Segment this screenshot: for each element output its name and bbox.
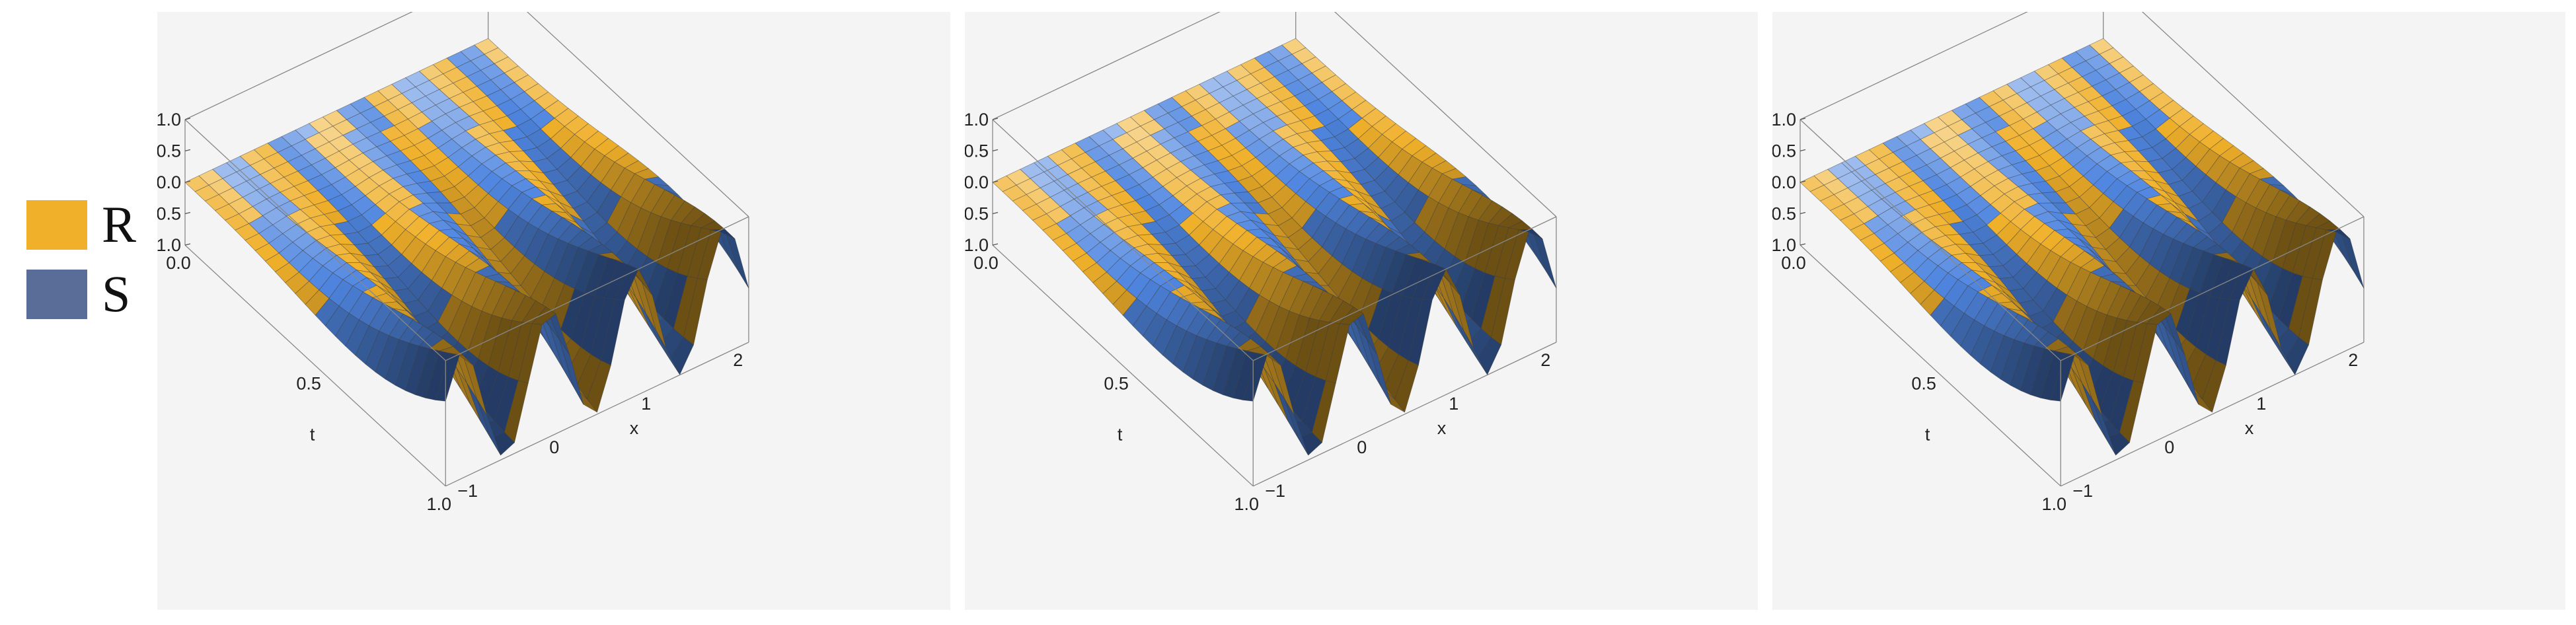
- u-tick-label: 0.5: [965, 141, 989, 161]
- x-tick-label: 0: [2164, 437, 2174, 457]
- x-axis-label: x: [1437, 418, 1447, 438]
- box-edge: [2060, 216, 2365, 361]
- u-tick-mark: [1799, 118, 1806, 120]
- u-tick-label: −0.5: [1772, 204, 1796, 224]
- box-edge: [1799, 119, 2061, 361]
- surface-plot-2: 1.00.50.0−0.5−1.00.00.51.0−1012utx: [965, 12, 1758, 610]
- x-axis-label: x: [630, 418, 639, 438]
- box-edge: [445, 216, 749, 361]
- box-edge: [526, 12, 749, 217]
- u-tick-label: −1.0: [965, 235, 989, 255]
- u-tick-mark: [184, 243, 191, 246]
- box-edge: [992, 119, 1254, 361]
- u-tick-label: −1.0: [157, 235, 181, 255]
- legend-swatch-r: [26, 200, 87, 250]
- u-tick-label: −0.5: [157, 204, 181, 224]
- u-tick-mark: [992, 149, 999, 152]
- box-edge: [1252, 342, 1557, 487]
- t-axis-label: t: [310, 425, 315, 445]
- u-tick-label: 0.0: [157, 172, 181, 192]
- t-tick-label: 1.0: [426, 494, 451, 514]
- u-tick-label: 0.0: [1772, 172, 1796, 192]
- u-tick-label: 0.5: [1772, 141, 1796, 161]
- x-tick-label: 2: [1540, 350, 1550, 370]
- t-tick-label: 0.5: [1911, 373, 1936, 393]
- x-tick-label: −1: [457, 481, 478, 501]
- u-tick-label: 0.0: [965, 172, 989, 192]
- plot-svg-1: 1.00.50.0−0.5−1.00.00.51.0−1012utx: [157, 12, 749, 514]
- legend-item-r: R: [26, 192, 136, 258]
- surface-patch-s: [1532, 229, 1557, 289]
- legend-label-r: R: [102, 196, 137, 253]
- box-edge: [1799, 244, 2061, 487]
- surface-patch-s: [1242, 353, 1268, 402]
- x-axis-label: x: [2245, 418, 2254, 438]
- x-tick-label: 0: [549, 437, 559, 457]
- x-tick-label: 1: [1449, 394, 1458, 414]
- legend-item-s: S: [26, 261, 136, 327]
- x-tick-label: 0: [1357, 437, 1367, 457]
- box-edge: [1334, 12, 1557, 217]
- legend-swatch-s: [26, 269, 87, 319]
- t-tick-label: 0.0: [1781, 253, 1806, 273]
- u-tick-label: 1.0: [965, 110, 989, 129]
- plot-svg-3: 1.00.50.0−0.5−1.00.00.51.0−1012utx: [1772, 12, 2365, 514]
- u-tick-label: −1.0: [1772, 235, 1796, 255]
- box-edge: [1252, 216, 1557, 361]
- box-edge: [992, 244, 1254, 487]
- u-tick-mark: [992, 180, 999, 183]
- x-tick-label: 2: [2348, 350, 2358, 370]
- surface-patch-s: [2339, 229, 2365, 289]
- box-edge: [992, 12, 1221, 120]
- t-tick-label: 0.0: [166, 253, 191, 273]
- surface-plot-3: 1.00.50.0−0.5−1.00.00.51.0−1012utx: [1772, 12, 2565, 610]
- u-tick-mark: [1799, 243, 1806, 246]
- legend: R S: [26, 192, 136, 330]
- plot-svg-2: 1.00.50.0−0.5−1.00.00.51.0−1012utx: [965, 12, 1557, 514]
- u-tick-mark: [992, 118, 999, 120]
- legend-label-s: S: [102, 265, 131, 322]
- u-tick-mark: [992, 211, 999, 215]
- u-tick-mark: [992, 243, 999, 246]
- u-tick-mark: [1799, 149, 1806, 152]
- box-edge: [445, 342, 749, 487]
- box-edge: [2141, 12, 2365, 217]
- u-tick-mark: [1799, 211, 1806, 215]
- t-tick-label: 1.0: [2041, 494, 2066, 514]
- u-tick-label: 1.0: [1772, 110, 1796, 129]
- t-axis-label: t: [1925, 425, 1930, 445]
- u-tick-mark: [184, 180, 191, 183]
- box-edge: [184, 244, 446, 487]
- u-tick-label: 1.0: [157, 110, 181, 129]
- box-edge: [184, 12, 413, 120]
- t-tick-label: 0.5: [1104, 373, 1129, 393]
- u-tick-mark: [184, 211, 191, 215]
- box-edge: [1799, 12, 2028, 120]
- u-tick-mark: [1799, 180, 1806, 183]
- box-edge: [184, 119, 446, 361]
- surface-patch-s: [435, 353, 460, 402]
- x-tick-label: −1: [2072, 481, 2093, 501]
- surface-patch-s: [724, 229, 749, 289]
- t-tick-label: 1.0: [1234, 494, 1259, 514]
- x-tick-label: 1: [2256, 394, 2266, 414]
- u-tick-mark: [184, 118, 191, 120]
- x-tick-label: 2: [733, 350, 743, 370]
- t-tick-label: 0.0: [973, 253, 999, 273]
- t-tick-label: 0.5: [296, 373, 321, 393]
- surface-patch-s: [2050, 353, 2075, 402]
- u-tick-mark: [184, 149, 191, 152]
- surface-plot-1: 1.00.50.0−0.5−1.00.00.51.0−1012utx: [157, 12, 950, 610]
- x-tick-label: 1: [641, 394, 651, 414]
- u-tick-label: 0.5: [157, 141, 181, 161]
- t-axis-label: t: [1118, 425, 1123, 445]
- box-edge: [2060, 342, 2365, 487]
- x-tick-label: −1: [1265, 481, 1285, 501]
- u-tick-label: −0.5: [965, 204, 989, 224]
